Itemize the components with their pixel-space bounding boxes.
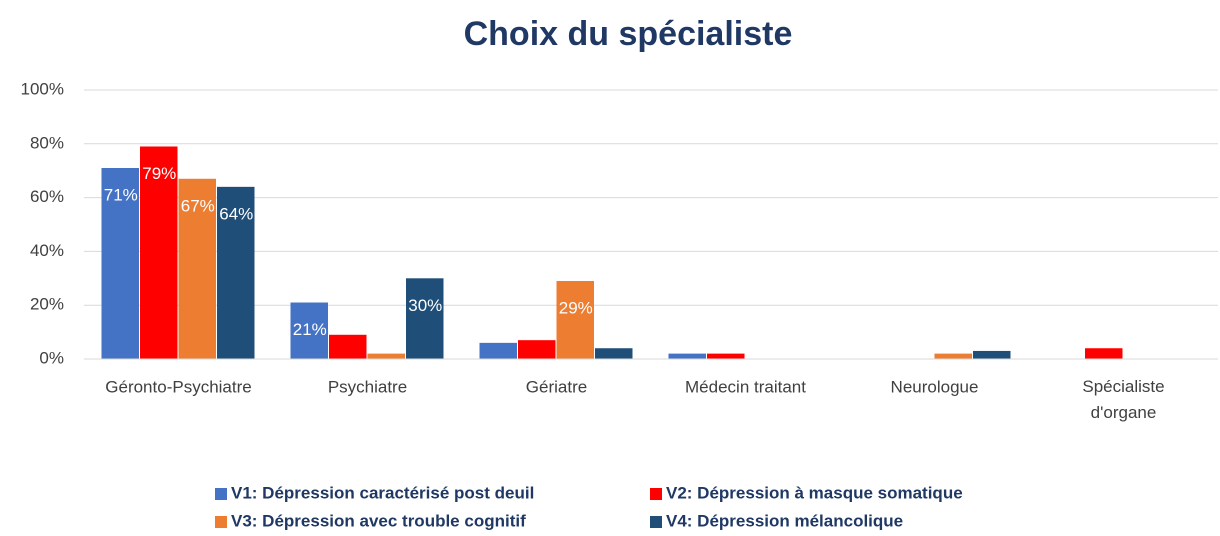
legend-label: V4: Dépression mélancolique: [666, 511, 903, 530]
bar: [217, 186, 255, 359]
bar: [934, 353, 972, 359]
data-label: 64%: [219, 204, 253, 223]
data-label: 67%: [181, 196, 215, 215]
legend-swatch: [215, 516, 227, 528]
x-tick-label: Gériatre: [526, 377, 587, 396]
data-label: 30%: [408, 296, 442, 315]
bar: [406, 278, 444, 359]
y-tick-label: 40%: [30, 241, 64, 260]
bar: [707, 353, 745, 359]
bar: [140, 146, 178, 359]
bar: [329, 334, 367, 359]
legend-swatch: [650, 516, 662, 528]
bar: [556, 280, 594, 359]
y-tick-label: 20%: [30, 295, 64, 314]
bar: [367, 353, 405, 359]
legend-label: V2: Dépression à masque somatique: [666, 483, 963, 502]
bar: [595, 348, 633, 359]
data-label: 21%: [293, 320, 327, 339]
bar: [973, 350, 1011, 359]
y-tick-label: 60%: [30, 187, 64, 206]
bar: [178, 178, 216, 359]
x-tick-label: Neurologue: [891, 377, 979, 396]
bar: [101, 168, 139, 359]
bar: [1085, 348, 1123, 359]
data-label: 71%: [104, 185, 138, 204]
bar: [290, 302, 328, 359]
y-tick-label: 100%: [21, 79, 64, 98]
bar: [518, 340, 556, 359]
y-tick-label: 0%: [39, 348, 64, 367]
bar: [668, 353, 706, 359]
chart-title: Choix du spécialiste: [464, 15, 793, 53]
x-tick-label: Géronto-Psychiatre: [105, 377, 251, 396]
legend-label: V3: Dépression avec trouble cognitif: [231, 511, 526, 530]
legend-label: V1: Dépression caractérisé post deuil: [231, 483, 534, 502]
legend-swatch: [650, 488, 662, 500]
data-label: 29%: [559, 298, 593, 317]
x-tick-label: Spécialiste d'organe: [1082, 377, 1164, 422]
bar: [479, 342, 517, 359]
x-tick-label: Médecin traitant: [685, 377, 806, 396]
data-label: 79%: [142, 164, 176, 183]
y-tick-label: 80%: [30, 133, 64, 152]
legend-swatch: [215, 488, 227, 500]
x-tick-label: Psychiatre: [328, 377, 407, 396]
